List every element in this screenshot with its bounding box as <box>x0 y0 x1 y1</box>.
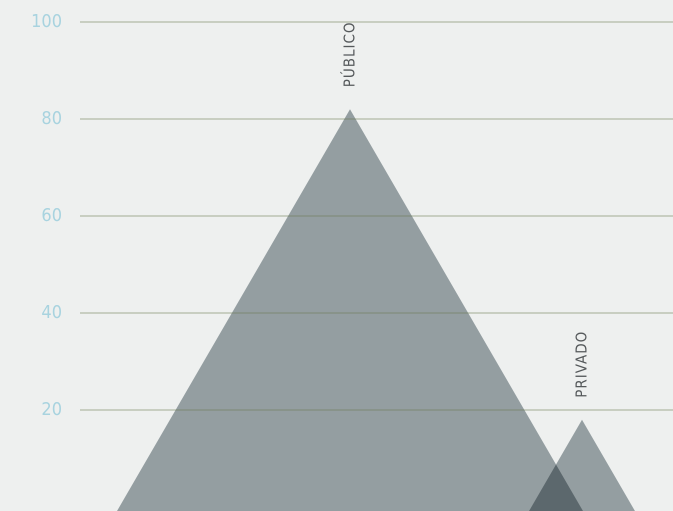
category-label: PÚBLICO <box>340 21 359 87</box>
y-tick-label: 80 <box>41 108 62 129</box>
triangle <box>529 419 635 511</box>
marks-layer <box>117 109 635 511</box>
labels-layer: 20 40 60 80 100 PÚBLICO PRIVADO <box>31 11 590 420</box>
category-label: PRIVADO <box>573 331 591 398</box>
y-tick-label: 60 <box>41 205 62 226</box>
grid-overlay <box>80 21 673 411</box>
y-tick-label: 20 <box>41 399 62 420</box>
y-tick-label: 40 <box>41 302 62 323</box>
triangle <box>117 109 583 511</box>
y-tick-label: 100 <box>31 11 62 32</box>
